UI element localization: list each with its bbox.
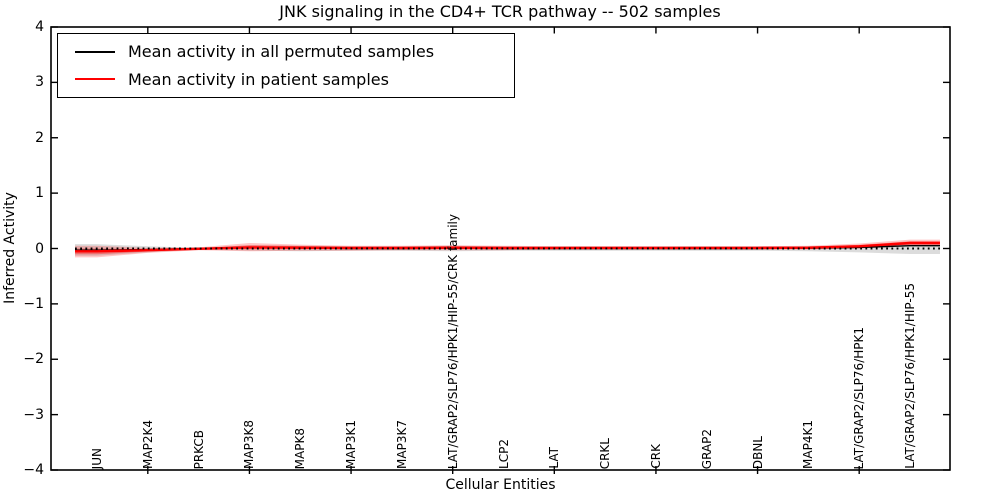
x-category-label: LAT/GRAP2/SLP76/HPK1 [852, 326, 867, 470]
x-category-label: CRK [648, 444, 663, 469]
x-category-label: MAP3K8 [242, 420, 257, 469]
x-category-label: LAT/GRAP2/SLP76/HPK1/HIP-55 [903, 283, 917, 469]
y-tick-label: −1 [23, 295, 44, 312]
x-category-label: DBNL [750, 435, 765, 469]
y-tick-label: 3 [35, 74, 44, 91]
legend-line-swatch [75, 78, 115, 81]
x-category-label: LCP2 [496, 439, 511, 469]
legend-label: Mean activity in all permuted samples [128, 42, 435, 62]
x-category-label: GRAP2 [699, 428, 714, 469]
x-category-label: JUN [90, 447, 104, 469]
x-category-label: PRKCB [191, 429, 206, 469]
legend-line-swatch [75, 50, 115, 53]
x-category-label: MAPK8 [293, 427, 308, 469]
y-tick-label: 2 [35, 129, 44, 146]
legend-row: Mean activity in patient samples [58, 70, 514, 89]
x-category-label: MAP4K1 [801, 420, 816, 469]
x-category-label: LAT [547, 447, 562, 469]
legend-label: Mean activity in patient samples [128, 69, 389, 89]
x-category-label: MAP3K7 [394, 420, 409, 469]
y-tick-label: 1 [35, 185, 44, 202]
chart-title: JNK signaling in the CD4+ TCR pathway --… [279, 2, 721, 21]
x-category-label: LAT/GRAP2/SLP76/HPK1/HIP-55/CRK family [445, 213, 460, 469]
y-tick-label: −3 [23, 406, 44, 423]
legend: Mean activity in all permuted samples Mea… [57, 33, 515, 98]
y-tick-label: 0 [35, 240, 44, 257]
x-category-label: MAP2K4 [140, 420, 155, 469]
legend-row: Mean activity in all permuted samples [58, 42, 514, 61]
x-category-label: CRKL [598, 437, 613, 469]
y-tick-label: −4 [23, 462, 44, 478]
x-axis-label: Cellular Entities [445, 477, 556, 493]
x-category-label: MAP3K1 [344, 420, 359, 469]
y-tick-label: −2 [23, 351, 44, 368]
y-tick-label: 4 [35, 19, 44, 35]
